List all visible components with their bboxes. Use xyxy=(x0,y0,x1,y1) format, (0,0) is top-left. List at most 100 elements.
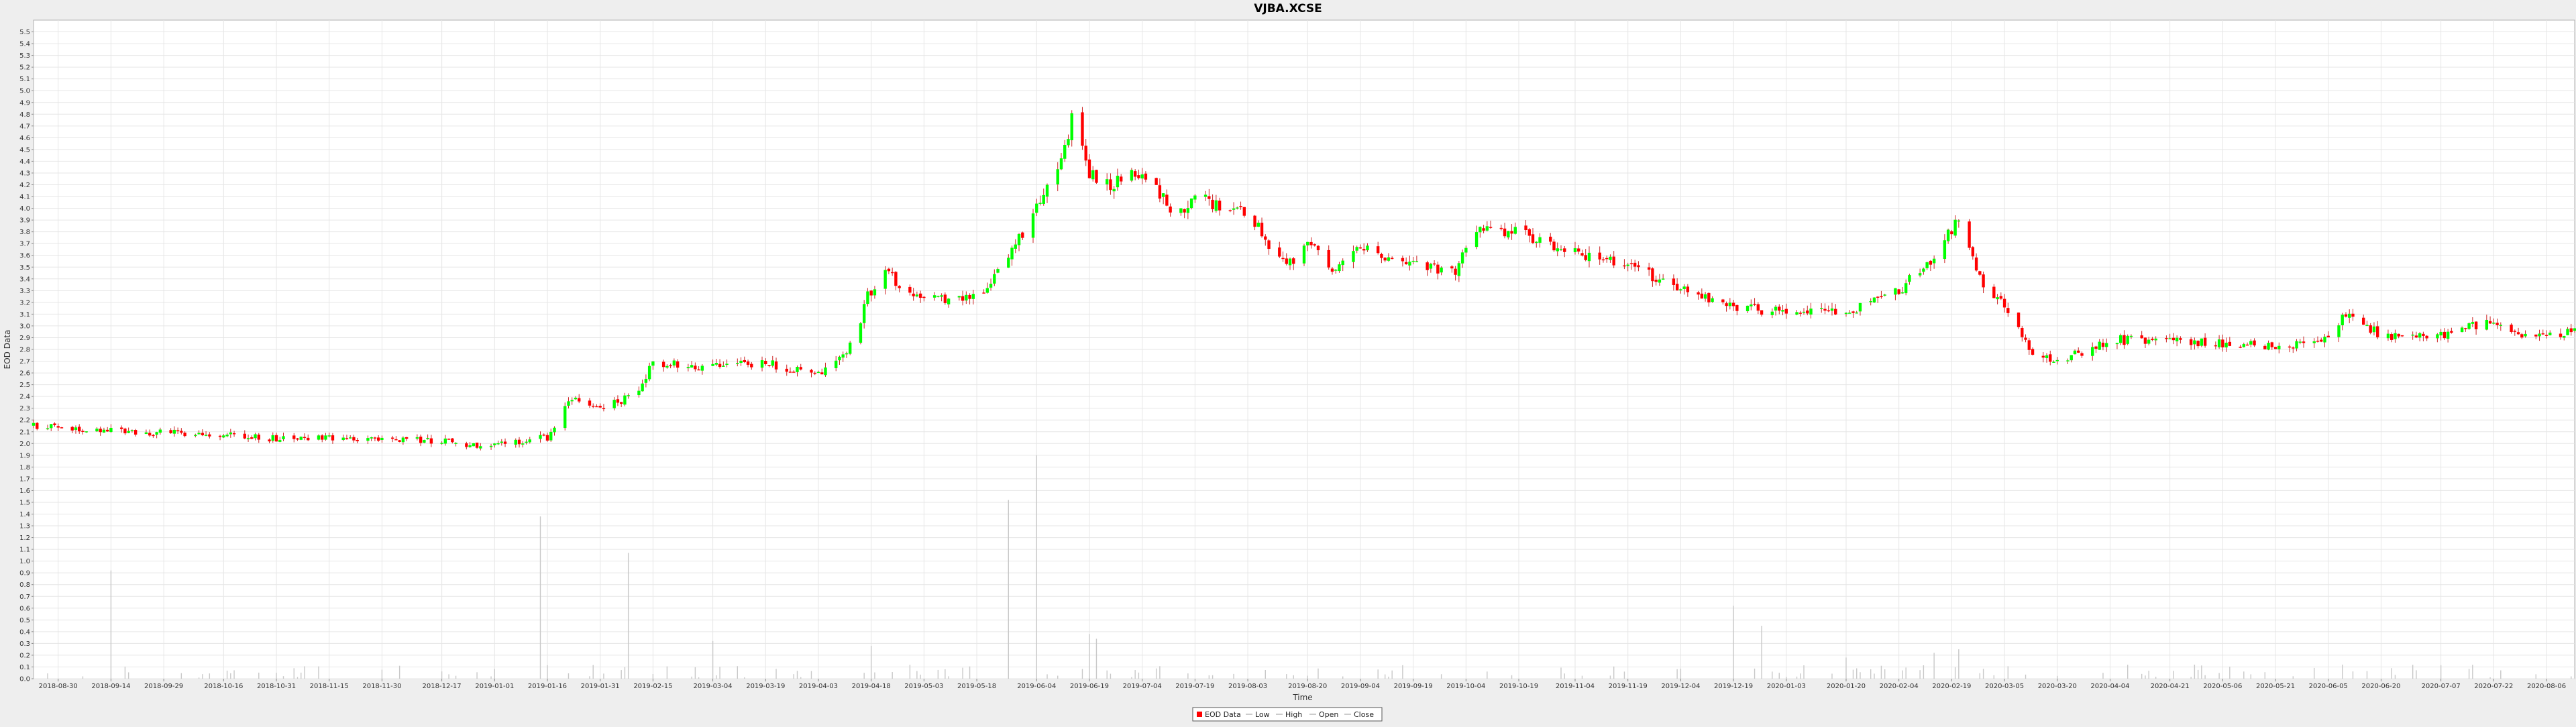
x-axis-label: Time xyxy=(1292,693,1312,702)
candle-body xyxy=(1943,240,1947,260)
candle-body xyxy=(1278,247,1281,257)
candle-body xyxy=(1711,298,1714,302)
candle-body xyxy=(440,443,443,444)
candle-body xyxy=(1264,236,1267,240)
candle-body xyxy=(1035,203,1038,213)
x-tick-label: 2019-02-15 xyxy=(633,683,672,690)
candle-body xyxy=(1774,306,1778,311)
x-tick-label: 2018-10-31 xyxy=(257,683,296,690)
candle-body xyxy=(1358,247,1362,249)
candle-body xyxy=(1900,292,1904,294)
y-tick-label: 5.0 xyxy=(19,88,30,95)
candle-body xyxy=(2566,329,2569,335)
y-tick-label: 4.5 xyxy=(19,146,30,154)
y-tick-label: 1.9 xyxy=(19,452,30,459)
candle-body xyxy=(324,435,327,440)
candle-body xyxy=(2249,341,2253,345)
y-tick-label: 4.0 xyxy=(19,205,30,213)
y-tick-label: 4.6 xyxy=(19,135,30,142)
candle-body xyxy=(866,291,869,304)
candle-body xyxy=(996,269,1000,273)
candle-body xyxy=(792,372,796,373)
legend-marker-eod xyxy=(1197,712,1202,717)
candle-body xyxy=(1731,302,1735,306)
candle-body xyxy=(327,435,331,437)
candle-body xyxy=(2101,342,2105,347)
candle-body xyxy=(578,398,581,402)
candle-body xyxy=(250,437,254,439)
candle-body xyxy=(1932,258,1936,264)
candle-body xyxy=(1021,232,1024,238)
candle-body xyxy=(542,435,545,436)
candle-body xyxy=(1675,284,1679,291)
candle-body xyxy=(1183,209,1186,213)
candle-body xyxy=(1140,174,1144,179)
candle-body xyxy=(1872,297,1876,302)
candle-body xyxy=(1556,248,1559,251)
candle-body xyxy=(2422,333,2425,336)
candle-body xyxy=(2115,343,2119,345)
candle-body xyxy=(1894,288,1897,295)
candle-body xyxy=(1440,267,1443,273)
candle-body xyxy=(1489,227,1493,228)
candle-body xyxy=(2006,308,2010,313)
y-tick-label: 0.9 xyxy=(19,570,30,577)
candle-body xyxy=(1869,301,1872,302)
candle-body xyxy=(965,294,968,301)
x-tick-label: 2019-08-03 xyxy=(1228,683,1267,690)
y-tick-label: 3.6 xyxy=(19,252,30,260)
candle-body xyxy=(268,439,271,442)
candle-body xyxy=(405,437,409,439)
candle-body xyxy=(2292,347,2295,349)
candle-body xyxy=(2027,340,2031,350)
candle-body xyxy=(1651,268,1654,282)
x-tick-label: 2020-07-22 xyxy=(2474,683,2513,690)
y-tick-label: 3.2 xyxy=(19,299,30,306)
candle-body xyxy=(180,431,183,433)
y-tick-label: 3.4 xyxy=(19,276,30,283)
candle-body xyxy=(2105,343,2108,347)
candle-body xyxy=(451,438,454,443)
candle-body xyxy=(1313,244,1316,246)
y-tick-label: 5.1 xyxy=(19,76,30,83)
candle-body xyxy=(2302,341,2306,343)
candle-body xyxy=(475,442,479,448)
candle-body xyxy=(602,408,606,410)
candle-body xyxy=(496,443,500,445)
candle-body xyxy=(1158,185,1162,199)
candle-body xyxy=(1239,206,1242,208)
candle-body xyxy=(1232,208,1236,210)
y-tick-label: 2.0 xyxy=(19,441,30,448)
x-tick-label: 2020-05-21 xyxy=(2256,683,2295,690)
candle-body xyxy=(898,286,901,288)
y-tick-label: 1.1 xyxy=(19,547,30,554)
candle-body xyxy=(700,366,704,371)
candle-body xyxy=(2165,338,2168,339)
candle-body xyxy=(1091,170,1095,180)
y-tick-label: 3.8 xyxy=(19,229,30,236)
candle-body xyxy=(595,406,598,408)
candle-body xyxy=(2242,344,2246,347)
candle-body xyxy=(2140,335,2143,339)
candle-body xyxy=(2372,326,2376,333)
candle-body xyxy=(2070,355,2073,361)
candle-body xyxy=(845,353,849,355)
candle-body xyxy=(493,443,496,445)
y-tick-label: 0.4 xyxy=(19,628,30,636)
candle-body xyxy=(521,443,525,445)
candle-body xyxy=(1925,262,1929,268)
candle-body xyxy=(1999,296,2003,299)
x-tick-label: 2020-08-06 xyxy=(2527,683,2566,690)
candle-body xyxy=(2443,331,2447,339)
candle-body xyxy=(2245,344,2249,346)
candle-body xyxy=(2492,323,2496,324)
candle-body xyxy=(102,429,106,433)
candle-body xyxy=(1795,312,1799,315)
y-tick-label: 2.6 xyxy=(19,370,30,378)
candle-body xyxy=(394,439,398,441)
candle-body xyxy=(105,429,109,432)
candle-body xyxy=(2464,328,2467,329)
candle-body xyxy=(838,356,841,361)
candle-body xyxy=(1464,247,1468,253)
